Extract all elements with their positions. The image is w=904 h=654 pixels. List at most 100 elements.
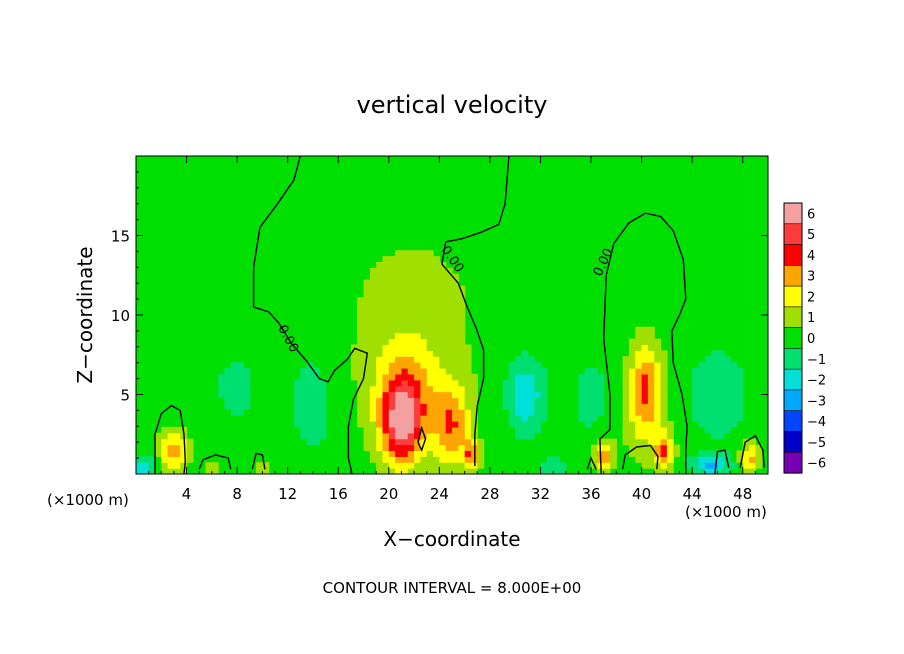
field-cell (426, 273, 434, 281)
field-cell (306, 409, 314, 416)
field-cell (401, 297, 409, 304)
field-cell (401, 368, 409, 375)
field-cell (167, 468, 175, 474)
field-cell (357, 350, 365, 357)
field-cell (591, 373, 598, 381)
field-cell (414, 273, 421, 281)
field-cell (584, 415, 592, 422)
field-cell (439, 373, 447, 381)
field-cell (534, 415, 542, 422)
field-cell (439, 409, 447, 416)
x-tick-label: 48 (733, 485, 752, 503)
field-cell (237, 368, 245, 375)
field-cell (407, 285, 415, 293)
field-cell (414, 421, 421, 428)
field-cell (603, 468, 611, 474)
field-cell (357, 373, 365, 381)
field-cell (388, 315, 396, 322)
field-cell (382, 397, 390, 404)
field-cell (521, 432, 529, 440)
field-cell (711, 415, 719, 422)
field-cell (521, 409, 529, 416)
field-cell (161, 432, 169, 440)
field-cell (363, 285, 371, 293)
field-cell (382, 332, 390, 340)
field-cell (357, 397, 365, 404)
field-cell (426, 385, 434, 393)
field-cell (357, 409, 365, 416)
field-cell (736, 456, 744, 463)
field-cell (730, 391, 737, 399)
field-cell (666, 438, 674, 446)
field-cell (439, 285, 447, 293)
field-cell (433, 338, 440, 346)
field-cell (237, 362, 245, 369)
field-cell (420, 368, 428, 375)
field-cell (464, 450, 472, 457)
field-cell (433, 303, 440, 310)
field-cell (698, 403, 706, 410)
field-cell (452, 450, 459, 457)
field-cell (591, 368, 598, 375)
field-cell (521, 415, 529, 422)
field-cell (294, 391, 301, 399)
field-cell (603, 450, 611, 457)
field-cell (736, 403, 744, 410)
field-cell (736, 397, 744, 404)
field-cell (407, 256, 415, 263)
field-cell (306, 426, 314, 434)
field-cell (401, 350, 409, 357)
field-cell (230, 368, 238, 375)
field-cell (445, 285, 453, 293)
field-cell (452, 356, 459, 363)
field-cell (136, 462, 143, 469)
field-cell (578, 415, 586, 422)
field-cell (376, 320, 384, 328)
field-cell (660, 444, 668, 452)
field-cell (433, 391, 440, 399)
field-cell (622, 409, 630, 416)
field-cell (452, 432, 459, 440)
field-cell (186, 450, 194, 457)
field-cell (654, 338, 662, 346)
field-cell (407, 297, 415, 304)
field-cell (294, 397, 301, 404)
field-cell (692, 373, 700, 381)
field-cell (382, 344, 390, 351)
field-cell (635, 444, 643, 452)
colorbar-swatch (783, 368, 803, 391)
field-cell (654, 421, 662, 428)
field-cell (660, 379, 668, 387)
field-cell (660, 450, 668, 457)
field-cell (502, 385, 510, 393)
field-cell (445, 415, 453, 422)
field-cell (452, 426, 459, 434)
field-cell (401, 315, 409, 322)
field-cell (224, 403, 232, 410)
field-cell (591, 444, 598, 452)
field-cell (698, 450, 706, 457)
field-cell (414, 320, 421, 328)
field-cell (445, 273, 453, 281)
field-cell (452, 397, 459, 404)
field-cell (597, 409, 605, 416)
field-cell (445, 379, 453, 387)
field-cell (515, 403, 523, 410)
field-cell (660, 391, 668, 399)
field-cell (433, 415, 440, 422)
field-cell (420, 291, 428, 298)
field-cell (426, 450, 434, 457)
field-cell (597, 397, 605, 404)
colorbar-tick-label: −5 (807, 436, 826, 451)
field-cell (666, 432, 674, 440)
field-cell (641, 373, 649, 381)
field-cell (527, 385, 535, 393)
field-cell (407, 356, 415, 363)
field-cell (300, 415, 308, 422)
field-cell (711, 403, 719, 410)
field-cell (401, 309, 409, 316)
field-cell (161, 438, 169, 446)
field-cell (376, 273, 384, 281)
field-cell (698, 385, 706, 393)
